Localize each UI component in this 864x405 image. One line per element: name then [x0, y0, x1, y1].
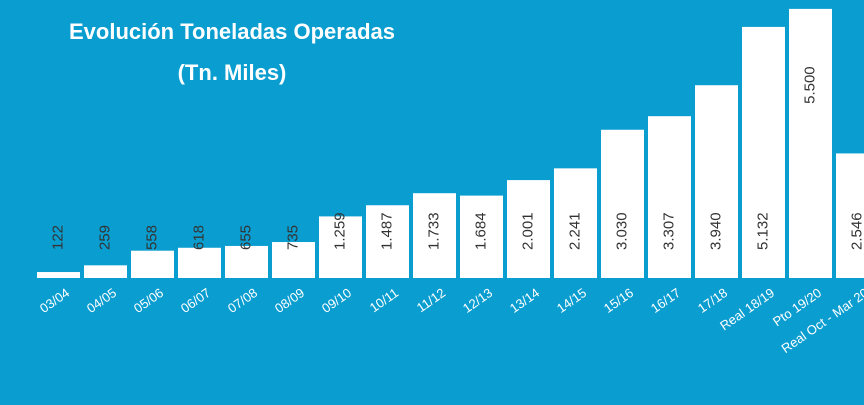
bar	[131, 250, 174, 278]
bar	[366, 205, 409, 278]
bar	[648, 116, 691, 279]
value-label: 2.241	[566, 212, 583, 250]
chart-title: Evolución Toneladas Operadas	[69, 19, 395, 44]
chart-subtitle: (Tn. Miles)	[178, 60, 287, 85]
value-label: 3.307	[660, 212, 677, 250]
value-label: 655	[237, 225, 254, 250]
value-label: 558	[143, 225, 160, 250]
value-label: 5.500	[801, 66, 818, 104]
bar	[319, 216, 362, 278]
value-label: 1.684	[472, 212, 489, 250]
value-label: 259	[96, 225, 113, 250]
value-label: 1.259	[331, 212, 348, 250]
bar	[413, 193, 456, 278]
bar	[178, 247, 221, 278]
value-label: 1.733	[425, 212, 442, 250]
bar	[601, 129, 644, 278]
value-label: 2.546	[848, 212, 864, 250]
value-label: 1.487	[378, 212, 395, 250]
value-label: 3.030	[613, 212, 630, 250]
bar	[695, 85, 738, 278]
value-label: 618	[190, 225, 207, 250]
value-label: 3.940	[707, 212, 724, 250]
bar	[225, 245, 268, 278]
bar	[507, 180, 550, 278]
bar	[460, 195, 503, 278]
bar	[37, 272, 80, 278]
value-label: 5.132	[754, 212, 771, 250]
value-label: 735	[284, 225, 301, 250]
bar	[836, 153, 864, 278]
bar	[84, 265, 127, 278]
bar	[272, 242, 315, 278]
bar	[554, 168, 597, 278]
value-label: 122	[49, 225, 66, 250]
value-label: 2.001	[519, 212, 536, 250]
bar	[789, 8, 832, 279]
bar	[742, 26, 785, 278]
